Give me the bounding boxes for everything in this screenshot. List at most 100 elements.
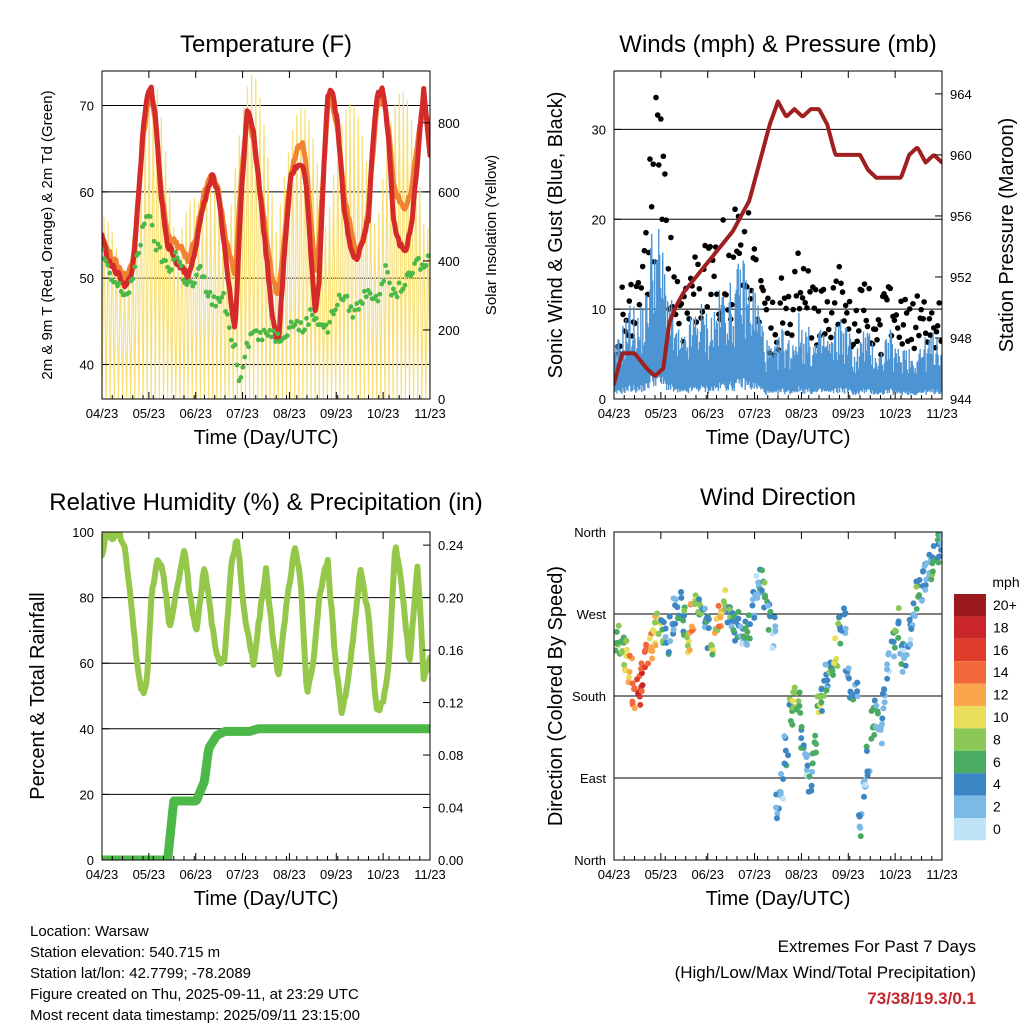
dewpoint-point (271, 328, 277, 334)
direction-point (818, 686, 825, 693)
y-right-tick-label: 952 (950, 270, 972, 285)
gust-point (928, 310, 935, 316)
y-right-tick-label: 600 (438, 185, 460, 200)
direction-point (785, 752, 792, 759)
direction-point (902, 662, 909, 669)
gust-point (875, 316, 882, 323)
direction-point (863, 748, 870, 755)
direction-point (803, 767, 810, 774)
dewpoint-point (267, 327, 273, 333)
x-tick-label: 06/23 (179, 406, 212, 421)
gust-point (658, 116, 664, 122)
chart-title: Temperature (F) (180, 31, 352, 58)
direction-point (777, 770, 784, 777)
gust-point (916, 332, 922, 339)
gust-point (914, 293, 921, 299)
gust-point (620, 311, 626, 318)
x-tick-label: 07/23 (226, 406, 259, 421)
direction-point (637, 701, 644, 708)
direction-point (796, 689, 803, 696)
gust-point (874, 336, 880, 343)
dewpoint-point (375, 298, 381, 304)
gust-point (799, 295, 806, 301)
direction-point (772, 623, 779, 630)
direction-point (824, 677, 831, 684)
gust-point (918, 306, 924, 313)
direction-point (722, 587, 729, 594)
y-tick-label: 40 (80, 357, 94, 372)
gust-point (812, 286, 819, 293)
gust-point (632, 320, 638, 327)
legend-swatch (954, 638, 986, 662)
direction-point (623, 646, 630, 653)
dewpoint-point (334, 302, 340, 308)
direction-point (681, 612, 688, 619)
dewpoint-point (253, 328, 259, 334)
y-tick-label: South (572, 689, 606, 704)
gust-point (714, 291, 720, 297)
gust-point (835, 321, 841, 328)
x-tick-label: 09/23 (832, 867, 865, 882)
direction-point (811, 739, 818, 746)
gust-point (690, 291, 697, 297)
direction-point (873, 702, 880, 709)
gust-point (635, 279, 642, 286)
direction-point (780, 776, 787, 783)
dewpoint-point (142, 221, 147, 227)
direction-point (791, 684, 798, 691)
dewpoint-point (360, 301, 365, 306)
direction-point (662, 625, 669, 632)
x-tick-label: 07/23 (738, 406, 771, 421)
dewpoint-point (259, 337, 265, 343)
gust-point (913, 324, 919, 331)
gust-point (906, 306, 913, 312)
direction-point (749, 602, 756, 609)
gust-point (643, 229, 649, 236)
legend-label: 20+ (993, 597, 1017, 613)
dewpoint-point (217, 299, 223, 305)
gust-point (877, 321, 883, 328)
direction-point (878, 720, 885, 727)
series-rh (102, 532, 430, 717)
direction-point (781, 733, 788, 740)
direction-point (618, 649, 625, 656)
direction-point (895, 605, 902, 612)
direction-point (922, 586, 929, 593)
gust-point (720, 217, 726, 223)
direction-point (842, 625, 849, 632)
y-right-tick-label: 0.12 (438, 696, 463, 711)
gust-point (824, 298, 831, 305)
direction-point (672, 620, 679, 627)
series-pressure (614, 99, 942, 386)
dewpoint-point (149, 222, 155, 228)
panel-1: 04/23 05/23 06/23 07/23 08/23 09/23 10/23 11/23… (39, 31, 500, 449)
direction-point (881, 699, 888, 706)
direction-point (879, 715, 886, 722)
elevation-text: Station elevation: 540.715 m (30, 944, 221, 961)
gust-point (851, 321, 858, 327)
direction-point (638, 688, 645, 695)
dewpoint-point (373, 293, 379, 299)
dewpoint-point (130, 276, 136, 282)
gust-point (654, 112, 661, 118)
gust-point (842, 302, 849, 309)
direction-point (862, 781, 869, 788)
gust-point (807, 289, 813, 295)
y-axis-label: 2m & 9m T (Red, Orange) & 2m Td (Green) (39, 90, 56, 379)
legend-label: 2 (993, 799, 1001, 815)
gust-point (730, 254, 737, 260)
dewpoint-point (157, 244, 163, 250)
direction-point (895, 620, 902, 627)
gust-point (753, 256, 759, 263)
y-tick-label: East (580, 771, 606, 786)
direction-point (667, 638, 674, 645)
direction-point (845, 675, 852, 682)
gust-point (671, 274, 677, 280)
plot-area (102, 74, 430, 399)
gust-point (804, 305, 810, 311)
y-tick-label: 50 (80, 271, 94, 286)
direction-point (626, 652, 633, 659)
x-tick-label: 06/23 (691, 406, 724, 421)
gust-point (805, 268, 811, 274)
direction-point (809, 750, 816, 757)
